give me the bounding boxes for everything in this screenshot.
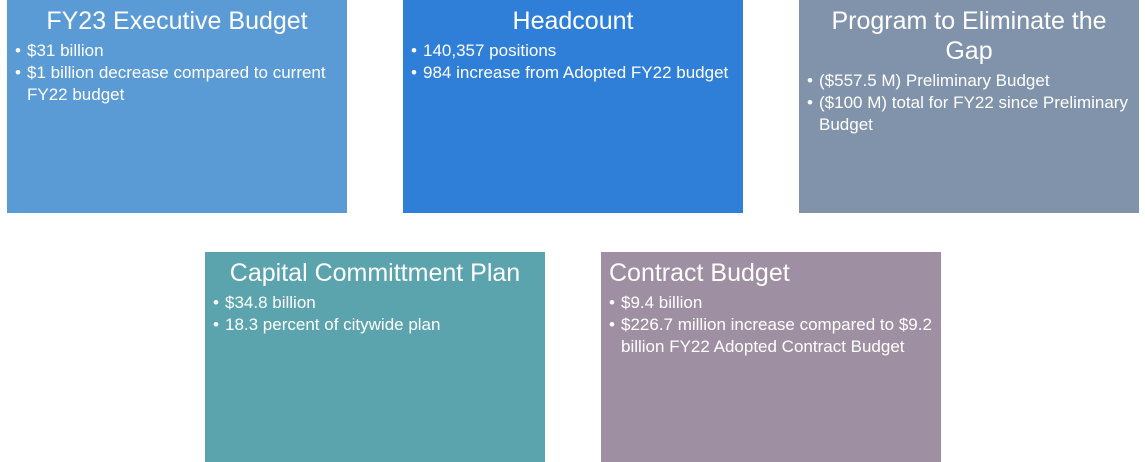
- box-title: FY23 Executive Budget: [46, 7, 308, 35]
- box: Headcount 140,357 positions 984 increase…: [403, 0, 743, 213]
- bullet: $34.8 billion: [213, 292, 537, 314]
- bullet: ($557.5 M) Preliminary Budget: [807, 70, 1131, 92]
- box: FY23 Executive Budget $31 billion $1 bil…: [7, 0, 347, 213]
- bullet: $9.4 billion: [609, 292, 933, 314]
- box-title: Headcount: [512, 7, 634, 35]
- bullet: $226.7 million increase compared to $9.2…: [609, 314, 933, 358]
- bullet: $31 billion: [15, 40, 339, 62]
- bullet: $1 billion decrease compared to current …: [15, 62, 339, 106]
- box: Capital Committment Plan $34.8 billion 1…: [205, 252, 545, 462]
- box-title: Capital Committment Plan: [229, 259, 521, 287]
- box: Contract Budget $9.4 billion $226.7 mill…: [601, 252, 941, 462]
- box-title: Program to Eliminate the Gap: [831, 7, 1107, 65]
- bullet: 984 increase from Adopted FY22 budget: [411, 62, 735, 84]
- bullet: 18.3 percent of citywide plan: [213, 314, 537, 336]
- bullet: 140,357 positions: [411, 40, 735, 62]
- box: Program to Eliminate the Gap ($557.5 M) …: [799, 0, 1139, 213]
- bullet: ($100 M) total for FY22 since Preliminar…: [807, 92, 1131, 136]
- box-title: Contract Budget: [609, 259, 790, 287]
